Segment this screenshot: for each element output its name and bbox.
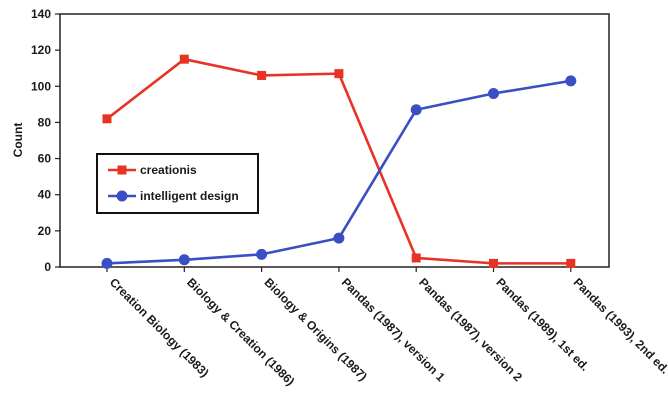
legend-label: creationis [140, 163, 197, 177]
x-axis: Creation Biology (1983)Biology & Creatio… [106, 267, 668, 388]
y-tick-label: 20 [38, 224, 52, 238]
data-point-square [179, 54, 189, 64]
plot-area [59, 13, 610, 268]
data-point-square [257, 70, 267, 80]
y-tick-label: 100 [31, 79, 51, 93]
data-point-square [489, 258, 498, 268]
y-tick-label: 0 [44, 260, 51, 274]
legend-marker-circle [116, 190, 128, 202]
data-point-circle [565, 75, 577, 87]
legend-marker-square [117, 165, 127, 175]
y-tick-label: 140 [31, 7, 51, 21]
data-point-circle [178, 254, 190, 266]
legend-box [96, 153, 259, 214]
y-tick-label: 60 [38, 152, 52, 166]
y-tick-label: 40 [38, 188, 52, 202]
data-point-square [566, 258, 576, 268]
data-point-circle [101, 257, 113, 269]
data-point-circle [410, 104, 422, 116]
legend: creationis intelligent design [96, 153, 259, 214]
data-point-square [334, 69, 344, 79]
legend-label: intelligent design [140, 189, 239, 203]
y-axis: 0 20 40 60 80 100 120 140 [31, 7, 60, 274]
y-tick-label: 80 [38, 115, 52, 129]
data-point-square [102, 114, 112, 124]
data-point-circle [333, 232, 345, 244]
data-point-circle [488, 88, 499, 100]
data-point-square [411, 253, 421, 263]
y-axis-title: Count [11, 123, 25, 158]
y-tick-label: 120 [31, 43, 51, 57]
data-point-circle [256, 248, 268, 260]
series-layer [101, 54, 577, 269]
